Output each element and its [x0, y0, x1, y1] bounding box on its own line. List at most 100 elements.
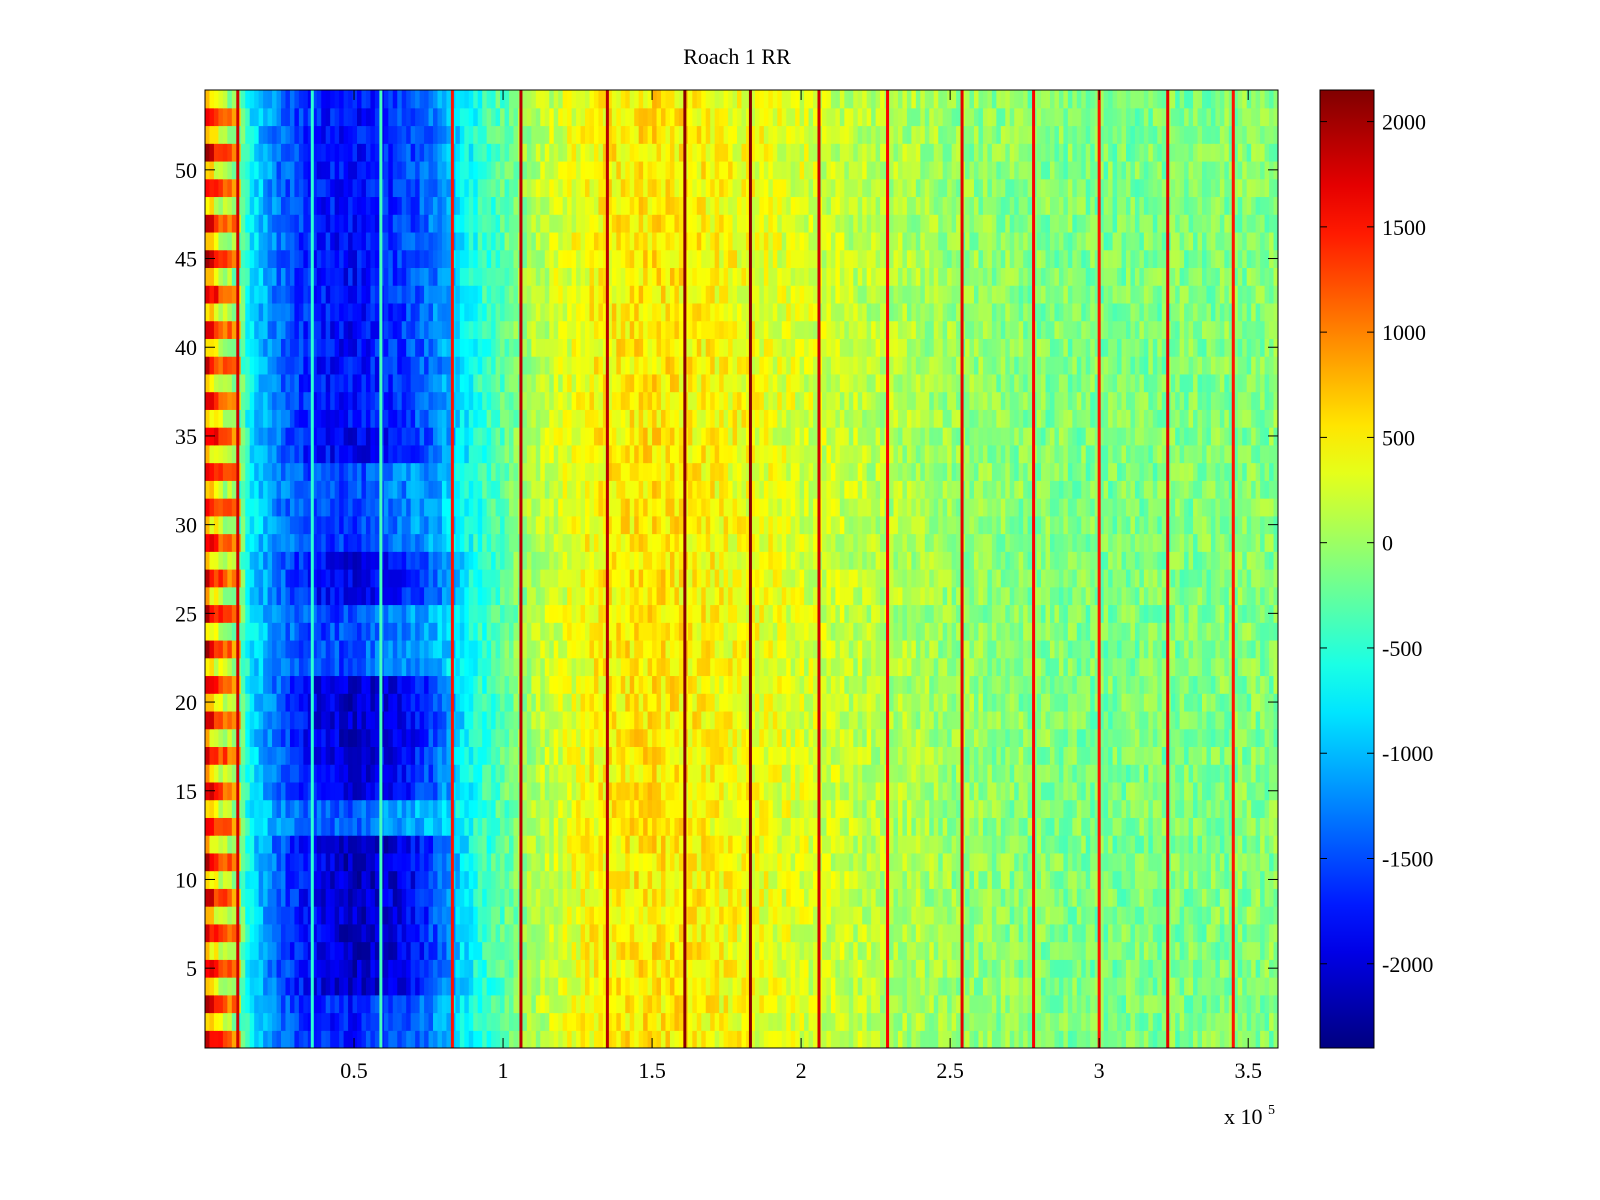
heatmap-cell — [1269, 746, 1275, 765]
heatmap-cell — [441, 728, 448, 748]
heatmap-cell — [334, 710, 340, 730]
heatmap-cell — [1058, 1030, 1064, 1048]
heatmap-cell — [276, 994, 282, 1014]
heatmap-cell — [544, 746, 550, 765]
heatmap-cell — [692, 693, 698, 712]
heatmap-cell — [929, 870, 935, 889]
heatmap-cell — [1157, 1012, 1163, 1031]
heatmap-cell — [629, 835, 635, 854]
heatmap-cell — [875, 923, 881, 943]
heatmap-cell — [495, 977, 501, 996]
heatmap-cell — [509, 888, 515, 907]
heatmap-cell — [370, 693, 376, 712]
heatmap-cell — [835, 852, 841, 872]
heatmap-cell — [947, 693, 953, 712]
heatmap-cell — [763, 870, 769, 889]
heatmap-cell — [839, 852, 845, 872]
heatmap-cell — [1251, 817, 1257, 836]
heatmap-cell — [1143, 852, 1149, 872]
heatmap-cell — [491, 835, 497, 854]
heatmap-cell — [598, 764, 604, 783]
heatmap-cell — [880, 675, 886, 694]
heatmap-cell — [593, 728, 600, 748]
heatmap-cell — [254, 746, 260, 765]
heatmap-cell — [428, 693, 434, 712]
heatmap-cell — [1121, 977, 1127, 996]
heatmap-cell — [1224, 959, 1230, 978]
heatmap-cell — [513, 746, 519, 765]
heatmap-cell — [732, 764, 738, 783]
heatmap-cell — [866, 977, 872, 996]
heatmap-cell — [598, 1012, 604, 1031]
heatmap-cell — [799, 835, 805, 854]
heatmap-cell — [772, 906, 778, 925]
heatmap-cell — [1273, 835, 1278, 854]
heatmap-cell — [1072, 710, 1078, 730]
heatmap-cell — [1134, 888, 1140, 907]
heatmap-cell — [437, 710, 443, 730]
heatmap-cell — [1184, 959, 1190, 978]
heatmap-cell — [576, 817, 582, 836]
heatmap-cell — [1009, 799, 1015, 818]
heatmap-cell — [334, 852, 340, 872]
heatmap-cell — [719, 817, 725, 836]
heatmap-cell — [468, 959, 474, 978]
heatmap-cell — [567, 852, 573, 872]
heatmap-cell — [1130, 852, 1136, 872]
heatmap-cell — [880, 835, 886, 854]
heatmap-cell — [209, 710, 215, 730]
heatmap-cell — [562, 923, 568, 943]
heatmap-cell — [397, 994, 403, 1014]
heatmap-cell — [553, 746, 559, 765]
heatmap-cell — [593, 923, 600, 943]
heatmap-cell — [732, 1030, 738, 1048]
heatmap-cell — [808, 1030, 814, 1048]
heatmap-cell — [509, 1012, 515, 1031]
heatmap-cell — [652, 941, 658, 960]
heatmap-cell — [692, 977, 698, 996]
heatmap-cell — [745, 888, 752, 907]
heatmap-cell — [1045, 870, 1051, 889]
heatmap-cell — [987, 764, 993, 783]
heatmap-cell — [687, 994, 693, 1014]
heatmap-cell — [705, 1012, 711, 1031]
heatmap-cell — [857, 923, 863, 943]
heatmap-cell — [576, 959, 582, 978]
heatmap-cell — [915, 728, 921, 748]
heatmap-cell — [965, 923, 971, 943]
heatmap-cell — [298, 764, 304, 783]
heatmap-cell — [732, 835, 738, 854]
heatmap-cell — [330, 870, 336, 889]
heatmap-cell — [1117, 1030, 1123, 1048]
heatmap-cell — [263, 817, 269, 836]
heatmap-cell — [339, 1012, 345, 1031]
heatmap-cell — [276, 746, 282, 765]
heatmap-cell — [862, 1012, 868, 1031]
heatmap-cell — [987, 710, 993, 730]
heatmap-cell — [1085, 1030, 1091, 1048]
heatmap-cell — [598, 817, 604, 836]
heatmap-cell — [678, 728, 684, 748]
heatmap-cell — [1219, 923, 1225, 943]
heatmap-cell — [951, 977, 957, 996]
heatmap-cell — [665, 746, 671, 765]
heatmap-cell — [942, 852, 948, 872]
heatmap-cell — [1009, 852, 1015, 872]
heatmap-cell — [303, 710, 309, 730]
heatmap-cell — [799, 799, 805, 818]
heatmap-cell — [1206, 888, 1212, 907]
heatmap-cell — [1049, 888, 1056, 907]
heatmap-cell — [991, 941, 997, 960]
heatmap-cell — [947, 870, 953, 889]
heatmap-cell — [795, 959, 801, 978]
heatmap-cell — [531, 1012, 537, 1031]
heatmap-cell — [589, 693, 595, 712]
heatmap-cell — [1125, 693, 1132, 712]
heatmap-cell — [638, 728, 644, 748]
heatmap-cell — [1148, 693, 1154, 712]
heatmap-cell — [996, 675, 1002, 694]
heatmap-cell — [808, 710, 814, 730]
heatmap-cell — [799, 906, 805, 925]
heatmap-cell — [924, 923, 930, 943]
heatmap-cell — [303, 941, 309, 960]
